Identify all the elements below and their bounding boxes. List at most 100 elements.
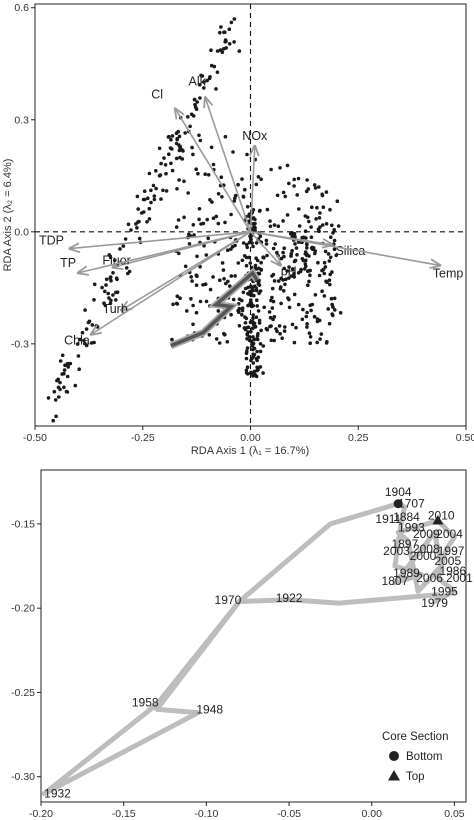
year-label: 2008 <box>413 542 440 556</box>
sample-point <box>187 242 192 246</box>
sample-point <box>305 242 309 247</box>
x-tick-label: -0.05 <box>277 808 301 820</box>
x-tick-label: 0.00 <box>240 432 261 444</box>
sample-point <box>275 250 279 255</box>
sample-point <box>308 268 313 273</box>
sample-point <box>305 322 309 326</box>
sample-point <box>229 20 234 25</box>
sample-point <box>246 303 250 308</box>
trajectory-markers <box>393 499 444 525</box>
year-label: 1807 <box>382 574 409 588</box>
sample-point <box>258 349 263 354</box>
sample-point <box>289 274 294 278</box>
sample-point <box>257 266 261 271</box>
vector-arrow-cl <box>175 109 252 233</box>
sample-point <box>191 152 195 157</box>
sample-point <box>330 302 335 307</box>
sample-point <box>270 274 274 278</box>
sample-point <box>62 368 67 372</box>
sample-point <box>295 253 299 257</box>
sample-point <box>272 279 277 283</box>
sample-point <box>183 264 188 269</box>
sample-point <box>229 212 233 217</box>
sample-point <box>154 186 158 191</box>
sample-point <box>256 332 260 336</box>
sample-point <box>175 187 179 191</box>
sample-point <box>147 217 152 221</box>
sample-point <box>214 87 218 91</box>
year-label: 1970 <box>215 593 242 607</box>
sample-point <box>243 187 247 192</box>
sample-point <box>258 234 263 239</box>
sample-point <box>270 306 275 310</box>
sample-point <box>305 178 309 182</box>
core-section-legend: Core Section Bottom Top <box>382 731 448 783</box>
sample-point <box>256 175 261 179</box>
x-tick-label: 0.05 <box>444 808 465 820</box>
sample-point <box>121 244 126 248</box>
sample-point <box>307 254 311 258</box>
sample-point <box>300 235 305 240</box>
sample-point <box>285 269 289 273</box>
year-label: 1958 <box>132 696 159 710</box>
year-label: 1995 <box>431 584 458 598</box>
sample-point <box>185 309 189 313</box>
sample-point <box>182 179 186 184</box>
sample-point <box>134 222 138 226</box>
sample-point <box>194 310 199 315</box>
sample-point <box>78 337 82 342</box>
year-label: 1989 <box>393 566 420 580</box>
sample-point <box>269 338 274 343</box>
vector-label-chla: Chla <box>64 334 90 348</box>
sample-point <box>206 236 210 241</box>
sample-point <box>223 134 228 139</box>
sample-point <box>169 161 173 166</box>
sample-point <box>279 285 283 289</box>
sample-point <box>84 343 89 348</box>
sample-point <box>77 367 81 372</box>
sample-point <box>170 168 175 173</box>
sample-point <box>302 267 307 271</box>
sample-point <box>154 169 158 173</box>
legend-entry-label: Top <box>406 771 425 783</box>
sample-point <box>209 48 213 52</box>
sample-point <box>322 271 327 276</box>
sample-point <box>306 283 310 288</box>
sample-point <box>320 268 324 273</box>
sample-point <box>307 219 311 224</box>
sample-point <box>241 195 246 199</box>
sample-point <box>313 186 318 190</box>
sample-point <box>126 222 131 227</box>
x-tick-label: -0.15 <box>112 808 136 820</box>
sample-point <box>289 254 293 258</box>
sample-point <box>52 389 57 394</box>
sample-point <box>136 207 140 211</box>
sample-point <box>332 228 337 232</box>
sample-point <box>205 78 209 83</box>
trajectory-plot-border <box>40 469 467 803</box>
sample-point <box>259 328 263 333</box>
sample-point <box>269 167 273 172</box>
year-label: 1948 <box>196 702 223 716</box>
sample-point <box>303 214 308 218</box>
sample-point <box>191 303 195 308</box>
sample-point <box>177 134 182 139</box>
sample-point <box>326 252 331 256</box>
sample-point <box>216 221 221 226</box>
sample-point <box>283 282 287 287</box>
sample-point <box>253 373 257 377</box>
sample-point <box>62 371 66 376</box>
year-label: 1897 <box>391 537 418 551</box>
sample-point <box>174 301 179 306</box>
year-label: 1884 <box>393 510 420 524</box>
sample-point <box>328 255 333 260</box>
sample-point <box>330 270 334 274</box>
sample-point <box>299 267 303 272</box>
sample-point <box>255 358 259 363</box>
year-label: 2001 <box>446 571 473 585</box>
sample-point <box>295 193 300 197</box>
sample-point <box>170 134 175 138</box>
sample-point <box>261 344 266 348</box>
sample-point <box>250 342 254 347</box>
year-label: 2003 <box>383 544 410 558</box>
